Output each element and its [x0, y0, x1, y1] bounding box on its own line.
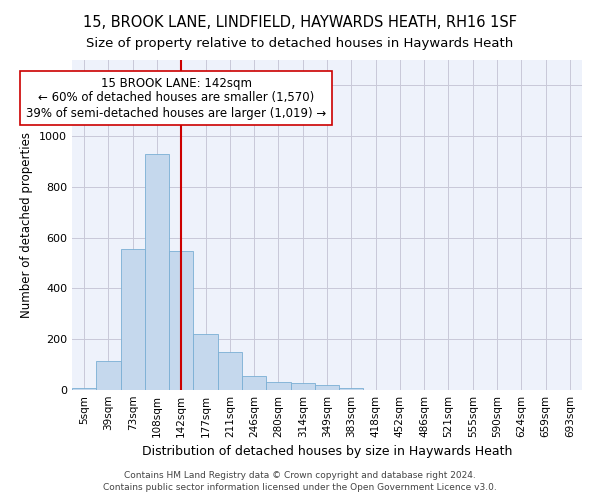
- Bar: [242, 376, 266, 390]
- Bar: [145, 154, 169, 390]
- Bar: [218, 352, 242, 390]
- Bar: [72, 388, 96, 390]
- Bar: [315, 385, 339, 390]
- Text: Contains HM Land Registry data © Crown copyright and database right 2024.
Contai: Contains HM Land Registry data © Crown c…: [103, 471, 497, 492]
- Bar: [193, 334, 218, 390]
- X-axis label: Distribution of detached houses by size in Haywards Heath: Distribution of detached houses by size …: [142, 446, 512, 458]
- Bar: [96, 361, 121, 390]
- Bar: [339, 388, 364, 390]
- Bar: [290, 383, 315, 390]
- Bar: [121, 249, 145, 390]
- Bar: [266, 382, 290, 390]
- Bar: [169, 251, 193, 390]
- Text: 15, BROOK LANE, LINDFIELD, HAYWARDS HEATH, RH16 1SF: 15, BROOK LANE, LINDFIELD, HAYWARDS HEAT…: [83, 15, 517, 30]
- Text: Size of property relative to detached houses in Haywards Heath: Size of property relative to detached ho…: [86, 38, 514, 51]
- Text: 15 BROOK LANE: 142sqm
← 60% of detached houses are smaller (1,570)
39% of semi-d: 15 BROOK LANE: 142sqm ← 60% of detached …: [26, 76, 326, 120]
- Y-axis label: Number of detached properties: Number of detached properties: [20, 132, 34, 318]
